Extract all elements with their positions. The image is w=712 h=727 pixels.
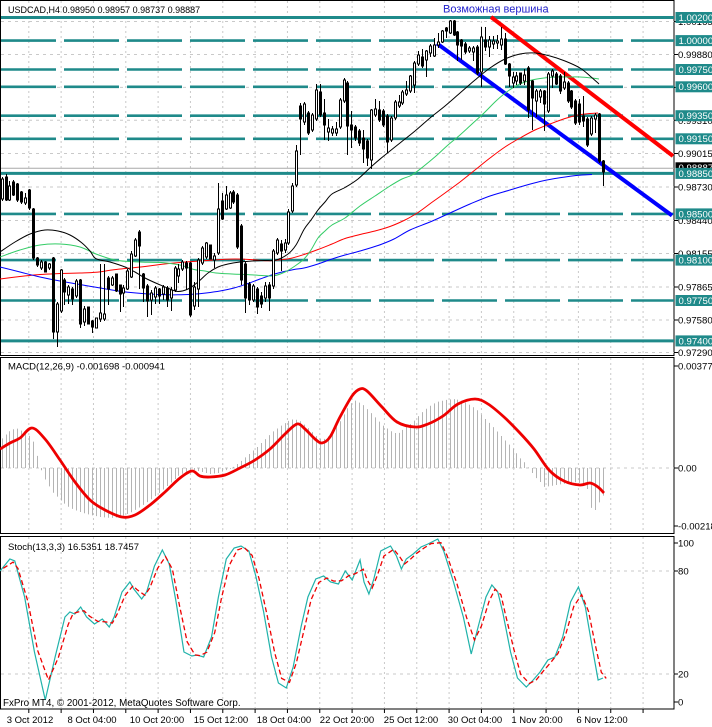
svg-text:1.00000: 1.00000	[679, 36, 712, 47]
svg-text:0.99600: 0.99600	[679, 82, 712, 93]
svg-text:0.00377: 0.00377	[678, 362, 712, 373]
svg-text:20: 20	[678, 670, 689, 681]
svg-text:Возможная вершина: Возможная вершина	[443, 4, 549, 16]
svg-text:USDCAD,H4 0.98950 0.98957 0.9: USDCAD,H4 0.98950 0.98957 0.98737 0.9888…	[8, 5, 200, 15]
svg-text:0.99750: 0.99750	[679, 65, 712, 76]
svg-text:0.98155: 0.98155	[678, 249, 712, 260]
svg-text:1 Nov 20:00: 1 Nov 20:00	[511, 715, 562, 726]
svg-text:0.99150: 0.99150	[679, 134, 712, 145]
svg-text:0.98730: 0.98730	[678, 183, 712, 194]
svg-text:MACD(12,26,9) -0.001698 -0.000: MACD(12,26,9) -0.001698 -0.000941	[8, 362, 165, 373]
svg-text:22 Oct 20:00: 22 Oct 20:00	[320, 715, 374, 726]
svg-text:8 Oct 04:00: 8 Oct 04:00	[67, 715, 116, 726]
svg-text:0.97865: 0.97865	[678, 283, 712, 294]
svg-text:80: 80	[678, 567, 689, 578]
svg-text:FxPro MT4, © 2001-2012, MetaQ: FxPro MT4, © 2001-2012, MetaQuotes Softw…	[3, 698, 241, 709]
svg-text:-0.00218: -0.00218	[678, 522, 712, 533]
svg-text:0.97290: 0.97290	[678, 348, 712, 359]
svg-text:1.00200: 1.00200	[679, 13, 712, 24]
svg-text:0.97750: 0.97750	[679, 296, 712, 307]
svg-text:30 Oct 04:00: 30 Oct 04:00	[448, 715, 502, 726]
svg-text:0.99015: 0.99015	[678, 149, 712, 160]
svg-text:0.98500: 0.98500	[679, 209, 712, 220]
svg-text:0.99880: 0.99880	[678, 50, 712, 61]
svg-text:0.97400: 0.97400	[679, 336, 712, 347]
svg-text:0.98100: 0.98100	[679, 256, 712, 267]
svg-text:6 Nov 12:00: 6 Nov 12:00	[576, 715, 627, 726]
svg-text:0.99350: 0.99350	[679, 111, 712, 122]
svg-text:18 Oct 04:00: 18 Oct 04:00	[257, 715, 311, 726]
svg-text:3 Oct 2012: 3 Oct 2012	[7, 715, 53, 726]
svg-text:25 Oct 12:00: 25 Oct 12:00	[384, 715, 438, 726]
svg-text:10 Oct 20:00: 10 Oct 20:00	[130, 715, 184, 726]
svg-text:0.97580: 0.97580	[678, 316, 712, 327]
svg-text:15 Oct 12:00: 15 Oct 12:00	[194, 715, 248, 726]
svg-text:100: 100	[678, 539, 694, 550]
svg-text:0: 0	[678, 698, 683, 709]
svg-text:0.00: 0.00	[678, 464, 697, 475]
svg-text:0.98440: 0.98440	[678, 216, 712, 227]
svg-text:Stoch(13,3,3) 16.5351 18.7457: Stoch(13,3,3) 16.5351 18.7457	[8, 542, 139, 553]
svg-text:0.99310: 0.99310	[678, 116, 712, 127]
svg-text:0.98850: 0.98850	[679, 169, 712, 180]
